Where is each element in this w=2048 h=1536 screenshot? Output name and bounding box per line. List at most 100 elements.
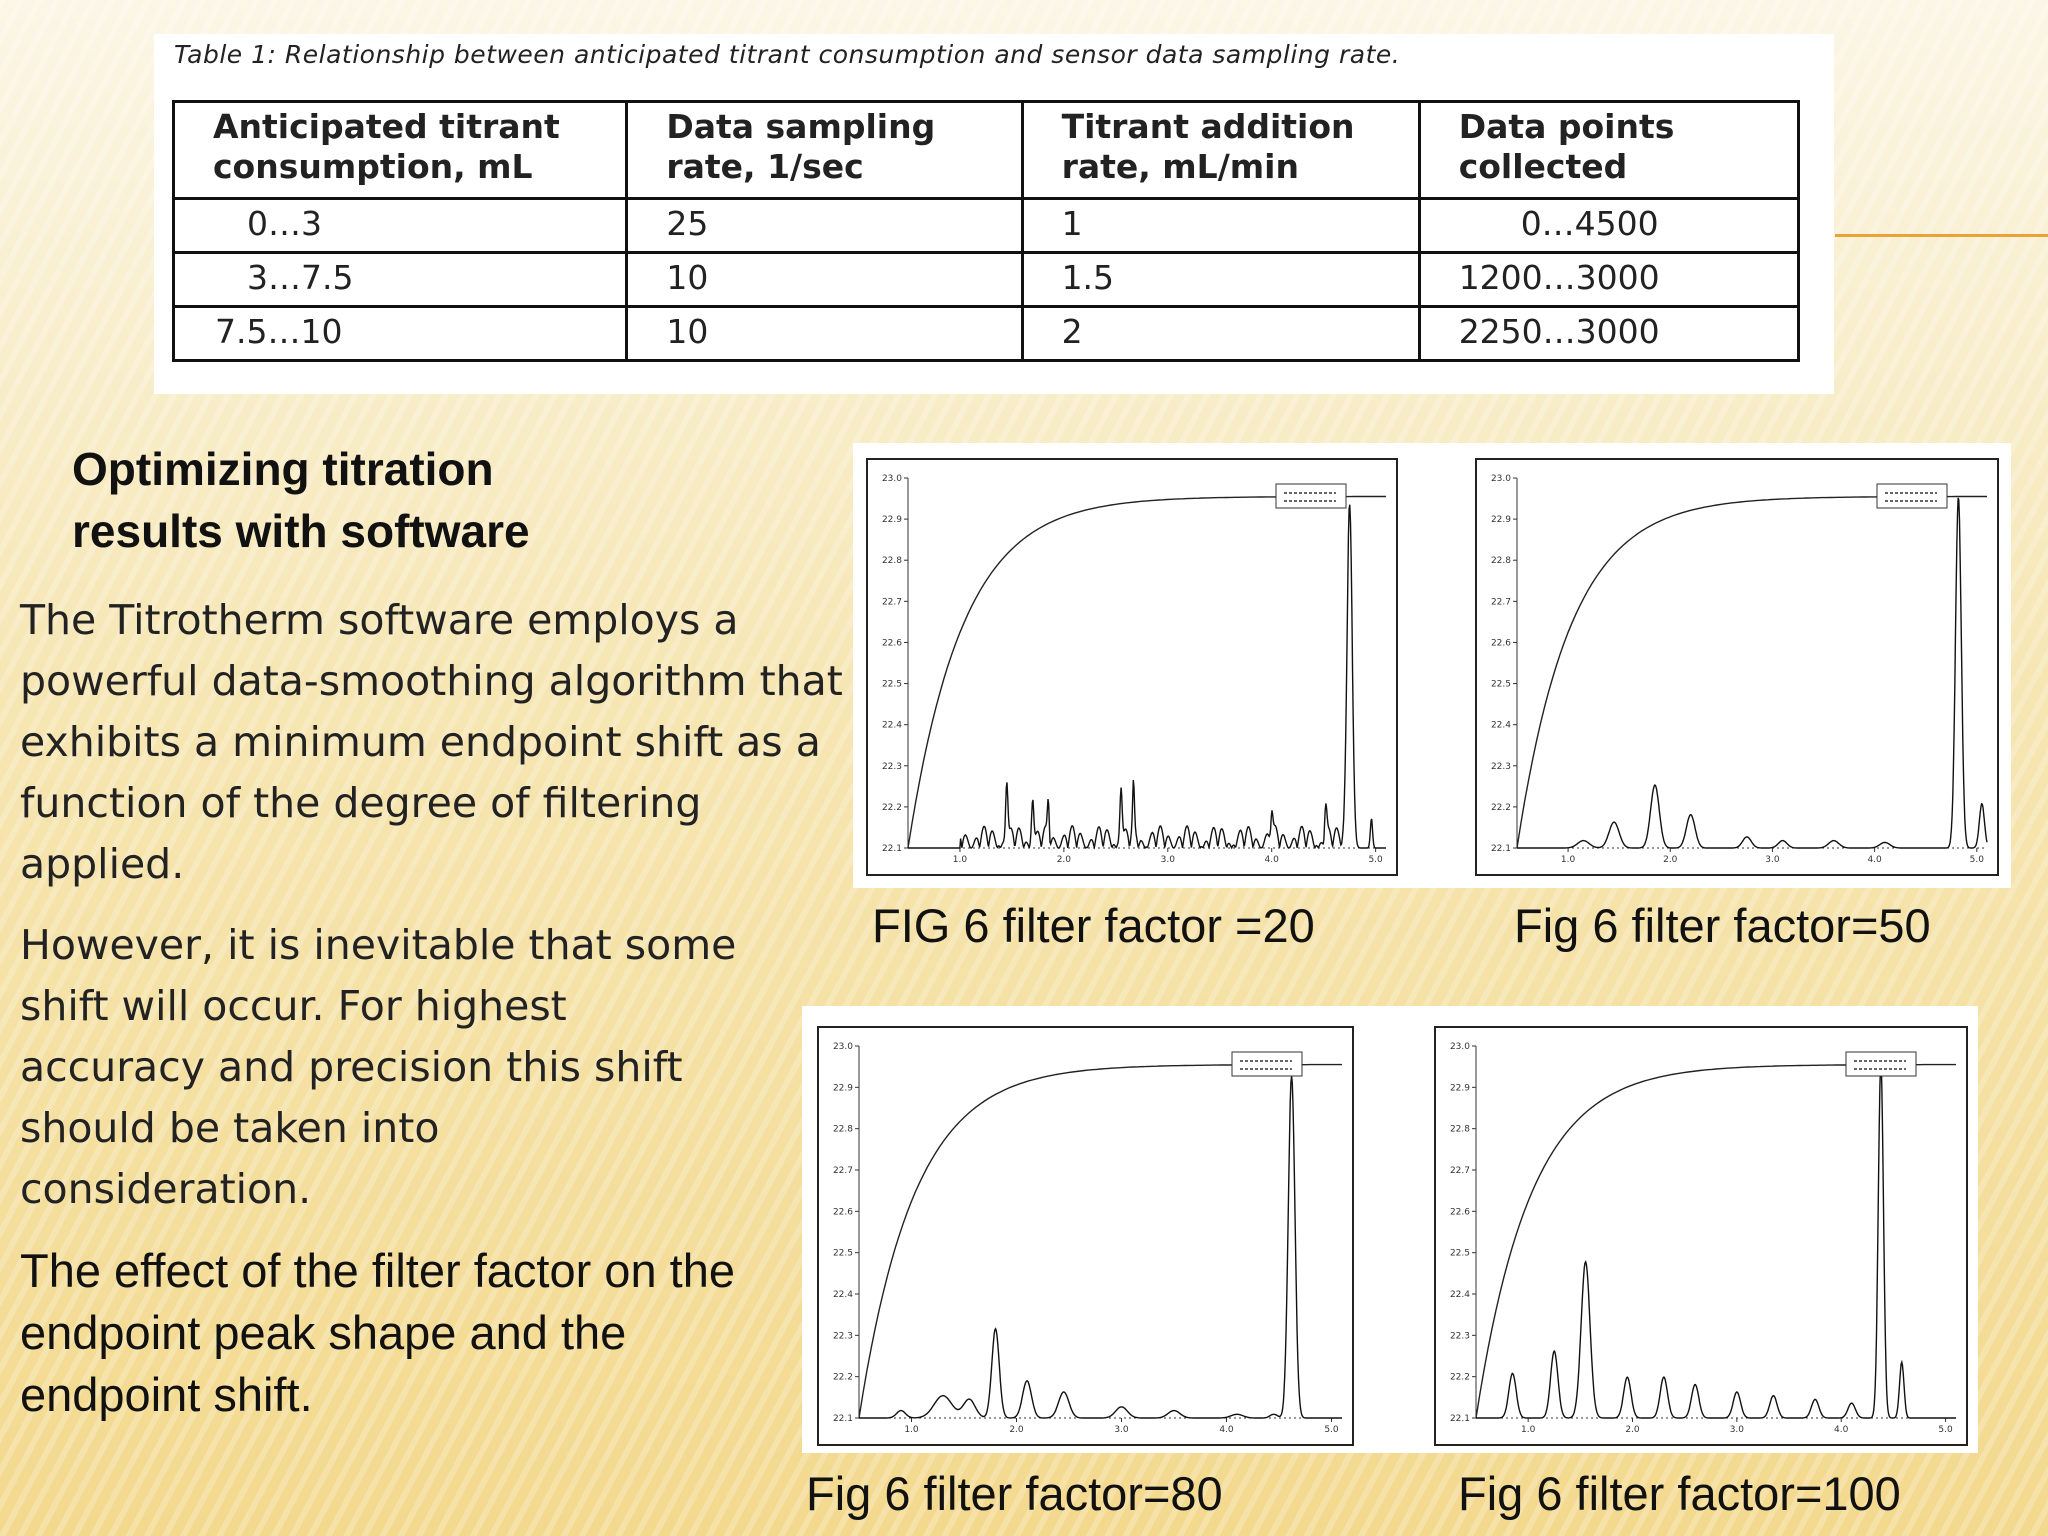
y-tick-label: 22.9 xyxy=(833,1083,853,1093)
x-tick-label: 5.0 xyxy=(1970,855,1985,865)
y-tick-label: 22.9 xyxy=(882,515,902,525)
y-tick-label: 22.3 xyxy=(1491,762,1511,772)
y-tick-label: 22.1 xyxy=(1450,1414,1470,1424)
table-cell: 10 xyxy=(625,305,1024,362)
y-tick-label: 22.7 xyxy=(1450,1166,1470,1176)
y-tick-label: 22.6 xyxy=(1491,638,1511,648)
figure-caption: Fig 6 filter factor=100 xyxy=(1458,1467,1901,1520)
x-tick-label: 5.0 xyxy=(1938,1425,1953,1435)
y-tick-label: 22.7 xyxy=(882,597,902,607)
table-header: Data points collected xyxy=(1417,100,1801,200)
y-tick-label: 22.8 xyxy=(882,556,902,566)
figure-caption: FIG 6 filter factor =20 xyxy=(872,899,1315,952)
table-row: 7.5…10 10 2 2250…3000 xyxy=(171,305,1801,362)
y-tick-label: 22.3 xyxy=(1450,1331,1470,1341)
y-tick-label: 22.3 xyxy=(833,1331,853,1341)
table-cell: 1200…3000 xyxy=(1417,251,1801,308)
y-tick-label: 22.7 xyxy=(833,1166,853,1176)
table-cell: 1 xyxy=(1020,197,1421,254)
x-tick-label: 5.0 xyxy=(1324,1425,1339,1435)
accent-line xyxy=(1835,234,2048,237)
chart-filter-80: 22.1 22.2 22.3 22.4 22.5 22.6 22.7 22.8 22.9 23.0… xyxy=(817,1026,1354,1446)
endpoint-marker xyxy=(1231,1051,1303,1077)
series-line-titration xyxy=(907,495,1386,849)
chart-filter-50: 22.1 22.2 22.3 22.4 22.5 22.6 22.7 22.8 22.9 23.0… xyxy=(1475,458,1999,876)
y-tick-label: 23.0 xyxy=(882,474,902,484)
y-tick-label: 22.5 xyxy=(882,680,902,690)
y-tick-label: 23.0 xyxy=(1491,474,1511,484)
table-header-row: Anticipated titrant consumption, mL Data… xyxy=(171,100,1801,200)
y-tick-label: 22.9 xyxy=(1491,515,1511,525)
x-tick-label: 4.0 xyxy=(1834,1425,1849,1435)
y-tick-label: 22.8 xyxy=(1491,556,1511,566)
endpoint-marker xyxy=(1275,483,1347,509)
section-heading-line: Optimizing titration xyxy=(72,443,494,495)
x-tick-label: 1.0 xyxy=(953,855,968,865)
y-tick-label: 22.1 xyxy=(833,1414,853,1424)
table-header: Titrant addition rate, mL/min xyxy=(1020,100,1421,200)
endpoint-marker xyxy=(1876,483,1948,509)
y-tick-label: 22.2 xyxy=(882,803,902,813)
x-tick-label: 3.0 xyxy=(1765,855,1780,865)
chart-filter-100: 22.1 22.2 22.3 22.4 22.5 22.6 22.7 22.8 22.9 23.0… xyxy=(1434,1026,1968,1446)
table-header: Anticipated titrant consumption, mL xyxy=(171,100,629,200)
table-header: Data sampling rate, 1/sec xyxy=(625,100,1024,200)
table-cell: 0…4500 xyxy=(1417,197,1801,254)
y-tick-label: 22.3 xyxy=(882,762,902,772)
y-tick-label: 22.4 xyxy=(1491,721,1511,731)
x-tick-label: 1.0 xyxy=(904,1425,919,1435)
y-tick-label: 22.5 xyxy=(1450,1249,1470,1259)
endpoint-marker xyxy=(1845,1051,1917,1077)
x-tick-label: 5.0 xyxy=(1368,855,1383,865)
chart-svg: 22.1 22.2 22.3 22.4 22.5 22.6 22.7 22.8 22.9 23.0… xyxy=(833,1042,1342,1435)
y-tick-label: 22.2 xyxy=(1491,803,1511,813)
x-tick-label: 3.0 xyxy=(1730,1425,1745,1435)
y-tick-label: 22.6 xyxy=(833,1207,853,1217)
table-cell: 7.5…10 xyxy=(171,305,629,362)
table-cell: 2250…3000 xyxy=(1417,305,1801,362)
table-cell: 0…3 xyxy=(171,197,629,254)
y-tick-label: 22.8 xyxy=(1450,1125,1470,1135)
x-tick-label: 2.0 xyxy=(1009,1425,1024,1435)
series-line-titration xyxy=(1516,495,1987,849)
y-tick-label: 22.1 xyxy=(882,844,902,854)
y-tick-label: 22.4 xyxy=(1450,1290,1470,1300)
x-tick-label: 4.0 xyxy=(1265,855,1280,865)
table-cell: 3…7.5 xyxy=(171,251,629,308)
data-table: Anticipated titrant consumption, mL Data… xyxy=(171,100,1801,362)
chart-svg: 22.1 22.2 22.3 22.4 22.5 22.6 22.7 22.8 22.9 23.0… xyxy=(882,474,1386,865)
series-line-titration xyxy=(858,1063,1342,1419)
y-tick-label: 22.1 xyxy=(1491,844,1511,854)
x-tick-label: 2.0 xyxy=(1057,855,1072,865)
x-tick-label: 3.0 xyxy=(1114,1425,1129,1435)
y-tick-label: 22.9 xyxy=(1450,1083,1470,1093)
paragraph-shift: However, it is inevitable that some shif… xyxy=(20,921,737,1213)
paragraph-software: The Titrotherm software employs a powerf… xyxy=(20,596,843,888)
table-cell: 2 xyxy=(1020,305,1421,362)
section-heading: Optimizing titration results with softwa… xyxy=(72,438,530,562)
series-line-signal xyxy=(1517,497,1988,849)
table-card: Table 1: Relationship between anticipate… xyxy=(154,34,1834,394)
series-line-signal xyxy=(859,1075,1342,1419)
paragraph-filter-effect: The effect of the filter factor on the e… xyxy=(20,1244,735,1421)
table-row: 3…7.5 10 1.5 1200…3000 xyxy=(171,251,1801,308)
x-tick-label: 1.0 xyxy=(1521,1425,1536,1435)
y-tick-label: 22.4 xyxy=(882,721,902,731)
x-tick-label: 2.0 xyxy=(1663,855,1678,865)
y-tick-label: 22.5 xyxy=(1491,680,1511,690)
chart-svg: 22.1 22.2 22.3 22.4 22.5 22.6 22.7 22.8 22.9 23.0… xyxy=(1450,1042,1956,1435)
table-cell: 10 xyxy=(625,251,1024,308)
y-tick-label: 22.5 xyxy=(833,1249,853,1259)
chart-svg: 22.1 22.2 22.3 22.4 22.5 22.6 22.7 22.8 22.9 23.0… xyxy=(1491,474,1988,865)
y-tick-label: 23.0 xyxy=(833,1042,853,1052)
table-cell: 1.5 xyxy=(1020,251,1421,308)
y-tick-label: 22.7 xyxy=(1491,597,1511,607)
y-tick-label: 23.0 xyxy=(1450,1042,1470,1052)
figure-caption: Fig 6 filter factor=50 xyxy=(1514,899,1931,952)
chart-filter-20: 22.1 22.2 22.3 22.4 22.5 22.6 22.7 22.8 22.9 23.0… xyxy=(866,458,1398,876)
x-tick-label: 2.0 xyxy=(1625,1425,1640,1435)
y-tick-label: 22.6 xyxy=(1450,1207,1470,1217)
figure-caption: Fig 6 filter factor=80 xyxy=(806,1467,1223,1520)
table-row: 0…3 25 1 0…4500 xyxy=(171,197,1801,254)
x-tick-label: 1.0 xyxy=(1561,855,1576,865)
